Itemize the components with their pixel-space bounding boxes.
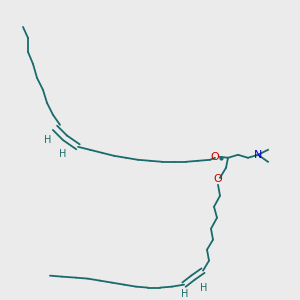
Text: H: H — [44, 135, 52, 145]
Text: O: O — [214, 174, 222, 184]
Text: O: O — [211, 152, 219, 162]
Text: H: H — [200, 283, 208, 292]
Text: N: N — [254, 150, 262, 160]
Text: H: H — [181, 289, 189, 298]
Text: H: H — [59, 149, 67, 159]
